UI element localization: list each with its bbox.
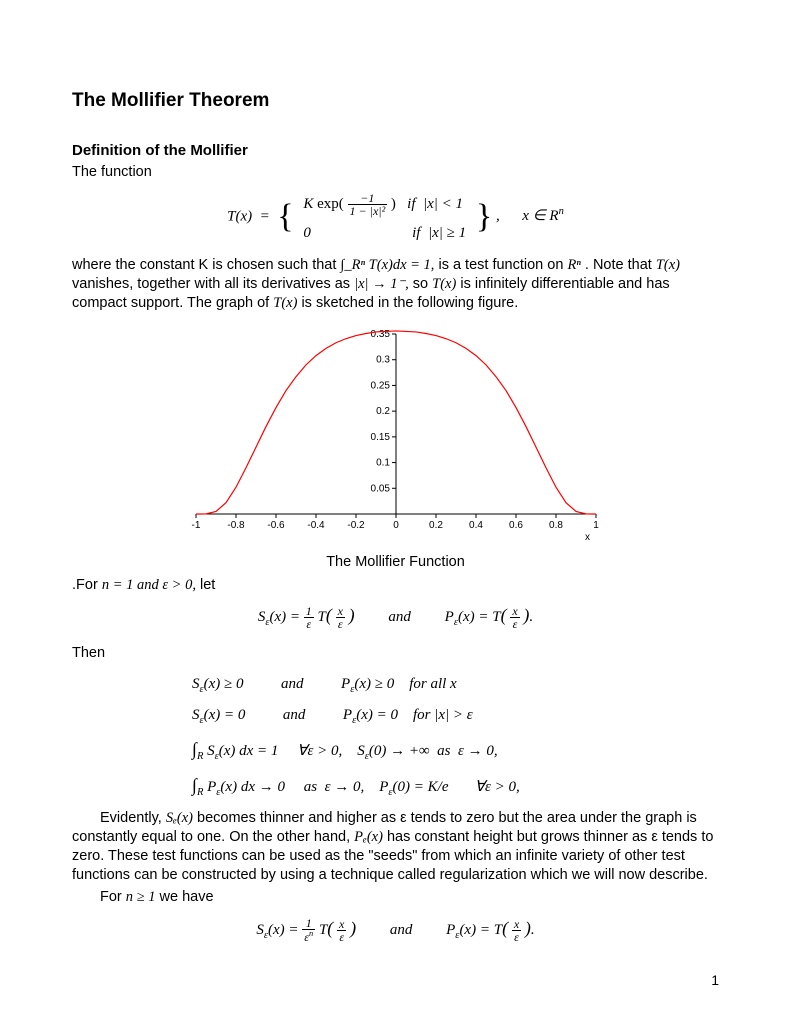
equation-se-pe-n: Sε(x) = 1εn T( xε ) and Pε(x) = T( xε ). bbox=[72, 917, 719, 943]
svg-text:x: x bbox=[585, 532, 590, 542]
equation-se-pe: Sε(x) = 1ε T( xε ) and Pε(x) = T( xε ). bbox=[72, 605, 719, 630]
page-number: 1 bbox=[711, 972, 719, 988]
svg-text:-0.4: -0.4 bbox=[307, 520, 325, 531]
svg-text:0.8: 0.8 bbox=[549, 520, 563, 531]
property-4: ∫R Pε(x) dx → 0 as ε → 0, Pε(0) = K/e ∀ε… bbox=[192, 767, 719, 803]
svg-text:0.6: 0.6 bbox=[509, 520, 523, 531]
equation-tx-definition: T(x) = { K exp( −11 − |x|² ) if |x| < 1 … bbox=[72, 192, 719, 242]
svg-text:-0.8: -0.8 bbox=[227, 520, 245, 531]
inline-math: |x| → 1⁻, bbox=[354, 276, 409, 292]
text: is sketched in the following figure. bbox=[301, 295, 518, 311]
paragraph-2: .For n = 1 and ε > 0, let bbox=[72, 576, 719, 595]
text: . Note that bbox=[585, 257, 656, 273]
inline-math: T(x) bbox=[273, 295, 297, 311]
svg-text:0.15: 0.15 bbox=[370, 432, 390, 443]
intro-text: The function bbox=[72, 163, 719, 182]
chart-svg: -1 -0.8 -0.6 -0.4 -0.2 0 0.2 0.4 0.6 0.8 1 0.05 0.1 0… bbox=[166, 322, 626, 542]
inline-math: ∫_Rⁿ T(x)dx = 1, bbox=[340, 257, 434, 273]
property-1: Sε(x) ≥ 0 and Pε(x) ≥ 0 for all x bbox=[192, 669, 719, 700]
text: Evidently, bbox=[100, 810, 166, 826]
page-title: The Mollifier Theorem bbox=[72, 90, 719, 112]
inline-math: T(x) bbox=[656, 257, 680, 273]
svg-text:0.2: 0.2 bbox=[429, 520, 443, 531]
svg-text:0.4: 0.4 bbox=[469, 520, 483, 531]
text: so bbox=[413, 276, 432, 292]
svg-text:0.1: 0.1 bbox=[376, 458, 390, 469]
document-page: The Mollifier Theorem Definition of the … bbox=[0, 0, 791, 1024]
text: is a test function on bbox=[438, 257, 567, 273]
svg-text:-1: -1 bbox=[191, 520, 200, 531]
inline-math: Rⁿ bbox=[567, 257, 580, 273]
svg-text:1: 1 bbox=[593, 520, 599, 531]
property-3: ∫R Sε(x) dx = 1 ∀ε > 0, Sε(0) → +∞ as ε … bbox=[192, 731, 719, 767]
inline-math: n ≥ 1 bbox=[126, 889, 156, 905]
text: For bbox=[100, 889, 126, 905]
paragraph-1: where the constant K is chosen such that… bbox=[72, 256, 719, 313]
svg-text:0.05: 0.05 bbox=[370, 484, 390, 495]
text: let bbox=[200, 577, 215, 593]
svg-text:-0.2: -0.2 bbox=[347, 520, 365, 531]
then-text: Then bbox=[72, 644, 719, 663]
svg-text:-0.6: -0.6 bbox=[267, 520, 285, 531]
text: we have bbox=[160, 889, 214, 905]
svg-text:0.2: 0.2 bbox=[376, 407, 390, 418]
text: where the constant K is chosen such that bbox=[72, 257, 340, 273]
inline-math: Pₑ(x) bbox=[354, 829, 383, 845]
chart-caption: The Mollifier Function bbox=[72, 553, 719, 572]
paragraph-4: For n ≥ 1 we have bbox=[72, 888, 719, 907]
svg-text:0.3: 0.3 bbox=[376, 355, 390, 366]
paragraph-3: Evidently, Sₑ(x) becomes thinner and hig… bbox=[72, 809, 719, 884]
eq-lhs: T(x) = bbox=[227, 208, 273, 224]
text: vanishes, together with all its derivati… bbox=[72, 276, 354, 292]
inline-math: Sₑ(x) bbox=[166, 810, 193, 826]
property-2: Sε(x) = 0 and Pε(x) = 0 for |x| > ε bbox=[192, 700, 719, 731]
svg-text:0.25: 0.25 bbox=[370, 381, 390, 392]
inline-math: T(x) bbox=[432, 276, 456, 292]
inline-math: n = 1 and ε > 0, bbox=[102, 577, 196, 593]
section-heading: Definition of the Mollifier bbox=[72, 142, 719, 159]
svg-text:0.35: 0.35 bbox=[370, 329, 390, 340]
svg-text:0: 0 bbox=[393, 520, 399, 531]
mollifier-chart: -1 -0.8 -0.6 -0.4 -0.2 0 0.2 0.4 0.6 0.8 1 0.05 0.1 0… bbox=[72, 322, 719, 547]
properties-list: Sε(x) ≥ 0 and Pε(x) ≥ 0 for all x Sε(x) … bbox=[192, 669, 719, 803]
text: .For bbox=[72, 577, 102, 593]
